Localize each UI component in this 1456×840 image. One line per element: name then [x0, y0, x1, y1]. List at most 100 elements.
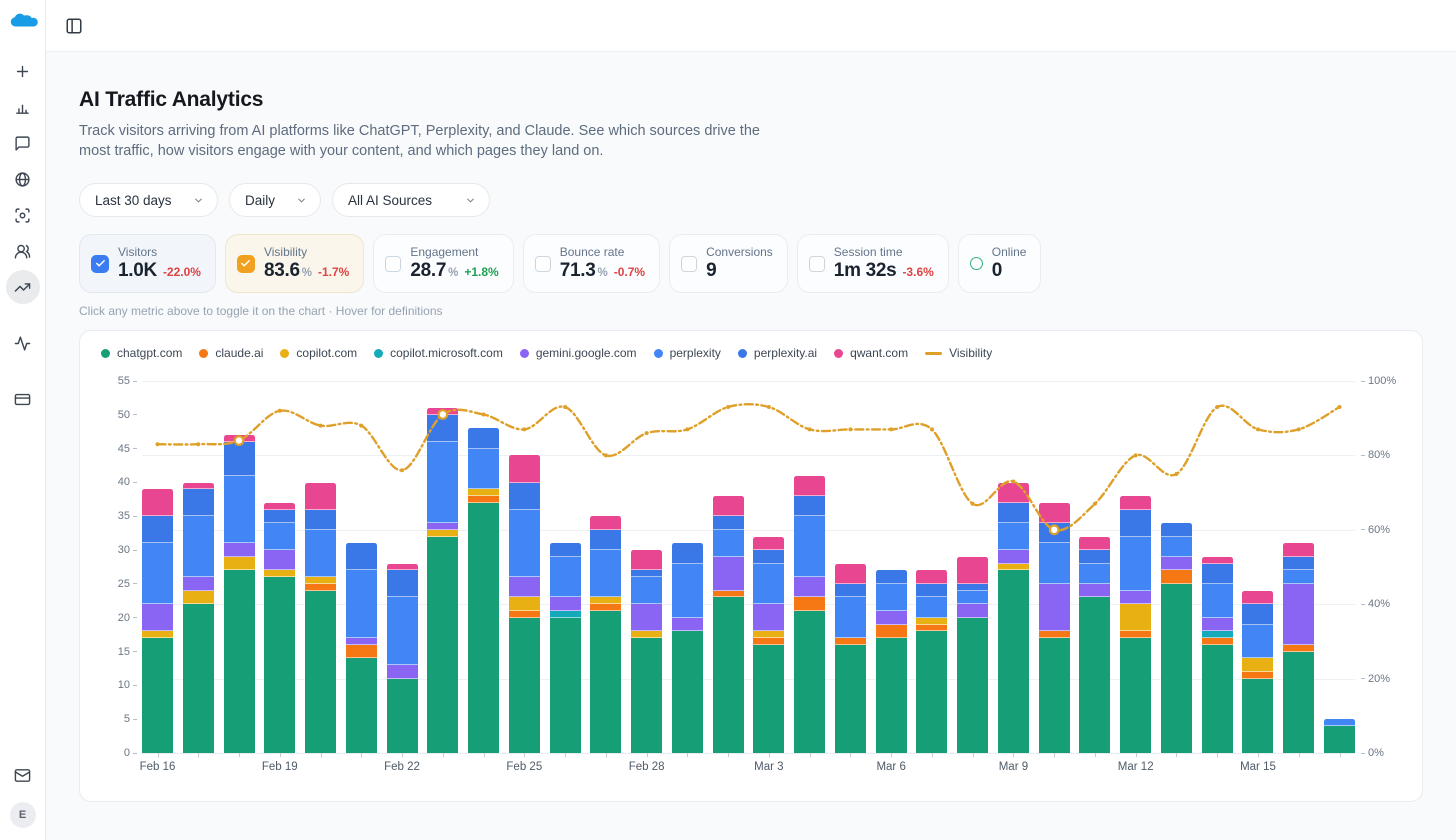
gridline [142, 455, 1355, 457]
x-tick [361, 753, 363, 757]
sidebar-item-inbox[interactable] [6, 758, 40, 792]
visibility-highlight-marker [437, 409, 449, 420]
legend-label: chatgpt.com [117, 346, 183, 360]
metric-checkbox-unchecked[interactable] [534, 255, 551, 272]
bar-segment-perplexity [997, 523, 1029, 551]
sidebar-item-billing[interactable] [6, 382, 40, 416]
x-axis-line [142, 753, 1355, 754]
bar-segment-gemini.google.com [142, 604, 173, 632]
sidebar-item-analytics[interactable] [6, 90, 40, 124]
bar-segment-claude.ai [916, 624, 948, 632]
visibility-point [277, 408, 282, 413]
bar-segment-qwant.com [1079, 536, 1111, 551]
bar-segment-qwant.com [1283, 543, 1315, 557]
user-avatar[interactable]: E [9, 802, 36, 828]
bar-mar-8 [957, 556, 989, 753]
x-tick [239, 753, 241, 757]
bar-feb-17 [182, 482, 214, 753]
y-axis-label-left: 30 [118, 544, 137, 556]
gridline [142, 529, 1355, 531]
sidebar-item-activity[interactable] [6, 326, 40, 360]
x-axis-label: Mar 9 [998, 761, 1029, 773]
metric-checkbox-checked[interactable] [91, 254, 109, 273]
sidebar-item-chat[interactable] [6, 126, 40, 160]
content: AI Traffic Analytics Track visitors arri… [46, 52, 1456, 802]
sidebar-item-scan[interactable] [6, 198, 40, 232]
metric-delta: -0.7% [613, 265, 646, 279]
bar-segment-perplexity.ai [182, 489, 214, 517]
legend-dot-icon [834, 348, 844, 358]
bar-segment-claude.ai [1038, 631, 1070, 639]
visibility-point [603, 453, 608, 458]
bar-feb-28 [631, 550, 663, 753]
metric-unit: % [597, 267, 608, 279]
filter-granularity[interactable]: Daily [229, 183, 321, 217]
x-tick [1013, 753, 1015, 757]
legend-label: perplexity [669, 346, 721, 360]
y-axis-label-left: 45 [118, 443, 137, 455]
bar-segment-gemini.google.com [345, 638, 377, 645]
bar-segment-gemini.google.com [875, 611, 907, 625]
bar-segment-claude.ai [345, 644, 377, 659]
sidebar-item-audience[interactable] [6, 234, 40, 268]
bar-segment-qwant.com [916, 570, 948, 584]
metric-card-visitors[interactable]: Visitors 1.0K -22.0% [79, 234, 216, 293]
x-axis-label: Feb 22 [384, 761, 420, 773]
bar-segment-gemini.google.com [223, 543, 255, 557]
bar-segment-perplexity.ai [386, 570, 418, 598]
metric-card-bounce-rate[interactable]: Bounce rate 71.3% -0.7% [522, 234, 661, 293]
metric-card-online[interactable]: Online 0 [957, 234, 1042, 293]
bar-segment-claude.ai [753, 638, 785, 645]
bar-segment-perplexity [468, 448, 500, 490]
bar-segment-gemini.google.com [508, 577, 540, 598]
bar-segment-chatgpt.com [182, 604, 214, 753]
bar-segment-perplexity.ai [1079, 550, 1111, 564]
bar-segment-qwant.com [1242, 590, 1274, 605]
metric-card-visibility[interactable]: Visibility 83.6% -1.7% [224, 234, 365, 293]
bar-segment-perplexity.ai [712, 516, 744, 530]
bar-feb-25 [508, 455, 540, 753]
metric-checkbox-unchecked[interactable] [808, 255, 825, 272]
y-axis-label-right: 40% [1361, 598, 1390, 610]
sidebar-item-traffic-analytics[interactable] [5, 270, 40, 304]
x-tick [1257, 753, 1259, 757]
plot-area: 0 5 10 15 20 25 30 35 40 45 50 55 0% 20% 40% 60% 80% 100%… [118, 375, 1396, 773]
bar-segment-perplexity [1201, 583, 1233, 618]
sidebar-toggle-button[interactable] [65, 17, 83, 35]
visibility-point [1337, 405, 1342, 410]
bar-segment-qwant.com [957, 556, 989, 584]
bar-segment-claude.ai [834, 638, 866, 645]
metrics-row: Visitors 1.0K -22.0% Visibility 83.6% -1.7% En… [79, 234, 1423, 293]
bar-segment-perplexity [508, 509, 540, 578]
bar-segment-chatgpt.com [753, 644, 785, 753]
bar-segment-perplexity [1283, 570, 1315, 584]
x-tick [891, 753, 893, 757]
bar-segment-perplexity.ai [753, 550, 785, 564]
y-axis-label-left: 50 [118, 409, 137, 421]
x-tick [524, 753, 526, 757]
metric-checkbox-checked[interactable] [236, 254, 255, 273]
bar-segment-claude.ai [875, 624, 907, 639]
bar-segment-copilot.com [223, 556, 255, 571]
metric-card-conversions[interactable]: Conversions 9 [669, 234, 788, 293]
visibility-highlight-marker [1048, 524, 1060, 536]
main-area: AI Traffic Analytics Track visitors arri… [46, 0, 1456, 840]
bar-segment-gemini.google.com [1283, 583, 1315, 645]
bar-segment-claude.ai [1242, 671, 1274, 679]
metric-label: Engagement [410, 245, 479, 259]
bar-segment-chatgpt.com [508, 617, 540, 753]
new-item-button[interactable] [6, 54, 40, 88]
filter-source[interactable]: All AI Sources [332, 183, 490, 217]
legend-dot-icon [101, 348, 110, 358]
metric-checkbox-unchecked[interactable] [681, 255, 698, 272]
visibility-point [807, 427, 812, 432]
filter-date-range[interactable]: Last 30 days [79, 183, 218, 217]
sidebar-item-web[interactable] [6, 162, 40, 196]
bar-mar-1 [671, 543, 703, 753]
bar-segment-perplexity [957, 590, 989, 605]
metric-card-session-time[interactable]: Session time 1m 32s -3.6% [796, 234, 949, 293]
metric-card-engagement[interactable]: Engagement 28.7% +1.8% [373, 234, 514, 293]
bar-segment-chatgpt.com [1120, 638, 1152, 753]
bar-segment-chatgpt.com [997, 570, 1029, 753]
metric-checkbox-unchecked[interactable] [385, 255, 402, 272]
